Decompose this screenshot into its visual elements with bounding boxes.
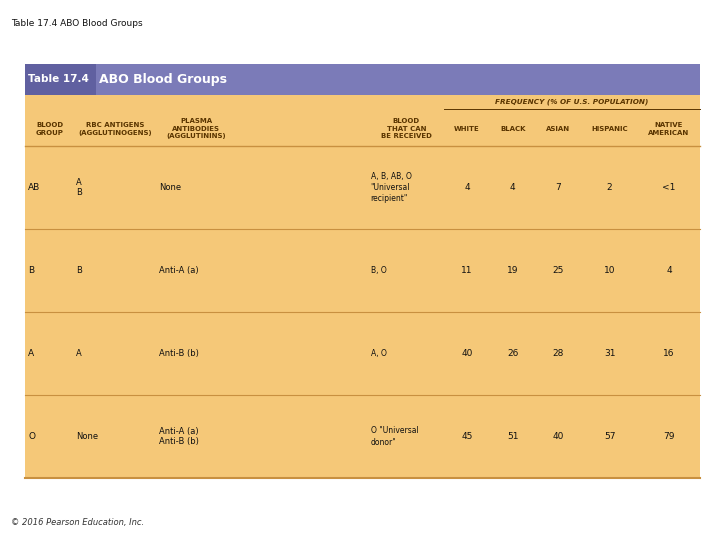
Text: ASIAN: ASIAN (546, 126, 570, 132)
Ellipse shape (290, 262, 318, 279)
Text: BLOOD
GROUP: BLOOD GROUP (36, 122, 63, 136)
Text: Anti-A: Anti-A (244, 252, 328, 261)
Text: RBC ANTIGENS
(AGGLUTINOGENS): RBC ANTIGENS (AGGLUTINOGENS) (78, 122, 152, 136)
Text: Anti-A: Anti-A (245, 425, 269, 459)
Text: Anti-B: Anti-B (247, 336, 328, 345)
Circle shape (319, 262, 327, 268)
Text: A
B: A B (76, 178, 82, 198)
Text: 40: 40 (462, 349, 473, 358)
Text: 57: 57 (604, 432, 616, 441)
Polygon shape (340, 275, 349, 282)
Text: © 2016 Pearson Education, Inc.: © 2016 Pearson Education, Inc. (11, 517, 144, 526)
Polygon shape (338, 250, 343, 259)
Text: 2: 2 (607, 183, 613, 192)
Text: 19: 19 (507, 266, 518, 275)
Circle shape (284, 281, 292, 287)
Ellipse shape (265, 413, 310, 440)
Polygon shape (318, 299, 323, 307)
Text: A, O: A, O (371, 349, 387, 358)
Text: ABO Blood Groups: ABO Blood Groups (99, 73, 228, 86)
Text: None: None (159, 183, 181, 192)
Text: BLACK: BLACK (500, 126, 526, 132)
Text: B: B (28, 266, 35, 275)
Circle shape (284, 168, 292, 175)
Text: 4: 4 (666, 266, 672, 275)
Text: 11: 11 (462, 266, 473, 275)
Polygon shape (323, 235, 327, 244)
Text: 28: 28 (552, 349, 564, 358)
Circle shape (315, 201, 323, 208)
Text: B: B (322, 287, 357, 307)
Text: A: A (254, 151, 285, 171)
Text: 31: 31 (604, 349, 616, 358)
Text: PLASMA
ANTIBODIES
(AGGLUTININS): PLASMA ANTIBODIES (AGGLUTININS) (166, 118, 226, 139)
Text: HISPANIC: HISPANIC (591, 126, 628, 132)
Ellipse shape (275, 172, 336, 209)
Text: 7: 7 (555, 183, 561, 192)
Polygon shape (345, 451, 348, 460)
Text: O: O (28, 432, 35, 441)
Text: B: B (76, 266, 82, 275)
Polygon shape (333, 365, 344, 372)
Text: A, B, AB, O
"Universal
recipient": A, B, AB, O "Universal recipient" (371, 172, 411, 204)
Text: 51: 51 (507, 432, 518, 441)
Polygon shape (258, 416, 262, 424)
Ellipse shape (290, 343, 318, 364)
Text: B, O: B, O (371, 266, 387, 275)
Text: AB: AB (28, 183, 40, 192)
Ellipse shape (296, 435, 341, 462)
Circle shape (302, 167, 311, 173)
Polygon shape (352, 450, 361, 455)
Circle shape (297, 252, 305, 258)
Text: 25: 25 (552, 266, 564, 275)
Text: 79: 79 (663, 432, 675, 441)
Text: Anti-B: Anti-B (245, 433, 338, 447)
Text: B: B (322, 205, 348, 215)
Polygon shape (343, 431, 353, 436)
Text: <1: <1 (662, 183, 676, 192)
Text: Table 17.4: Table 17.4 (28, 75, 89, 84)
Text: Anti-B (b): Anti-B (b) (159, 349, 199, 358)
Text: 4: 4 (510, 183, 516, 192)
Circle shape (309, 282, 317, 288)
Text: 45: 45 (462, 432, 473, 441)
Text: 10: 10 (604, 266, 616, 275)
Text: Anti-A (a)
Anti-B (b): Anti-A (a) Anti-B (b) (159, 427, 199, 446)
Text: None: None (76, 432, 99, 441)
Text: 26: 26 (507, 349, 518, 358)
Text: NATIVE
AMERICAN: NATIVE AMERICAN (649, 122, 690, 136)
Polygon shape (294, 381, 303, 390)
Ellipse shape (276, 418, 299, 434)
Text: A: A (76, 349, 82, 358)
Polygon shape (330, 427, 335, 434)
Text: Anti-A (a): Anti-A (a) (159, 266, 199, 275)
Text: 40: 40 (552, 432, 564, 441)
Text: 16: 16 (663, 349, 675, 358)
Polygon shape (337, 337, 348, 345)
Text: A: A (302, 383, 331, 393)
Ellipse shape (276, 335, 331, 372)
Text: Table 17.4 ABO Blood Groups: Table 17.4 ABO Blood Groups (11, 19, 143, 28)
Text: 4: 4 (464, 183, 470, 192)
Ellipse shape (307, 441, 330, 456)
Ellipse shape (290, 180, 320, 201)
Text: FREQUENCY (% OF U.S. POPULATION): FREQUENCY (% OF U.S. POPULATION) (495, 98, 649, 105)
Text: WHITE: WHITE (454, 126, 480, 132)
Text: BLOOD
THAT CAN
BE RECEIVED: BLOOD THAT CAN BE RECEIVED (381, 118, 432, 139)
Text: A: A (28, 349, 35, 358)
Ellipse shape (276, 255, 331, 286)
Polygon shape (260, 434, 265, 441)
Text: O "Universal
donor": O "Universal donor" (371, 427, 418, 447)
